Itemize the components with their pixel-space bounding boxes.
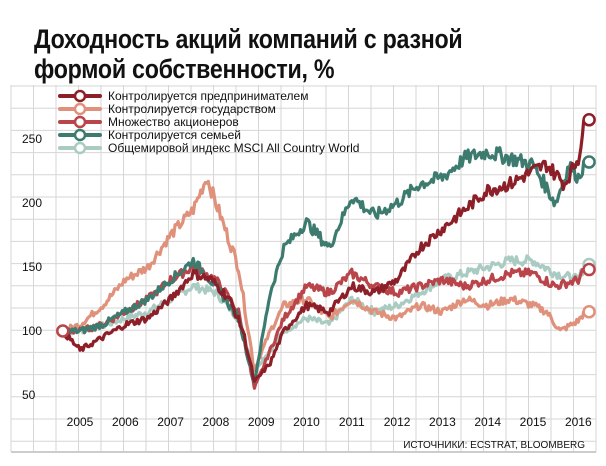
legend-marker [73,128,87,142]
series-line [61,118,587,383]
x-tick-label: 2012 [384,415,411,429]
x-tick-label: 2011 [339,415,365,429]
x-tick-label: 2009 [248,415,275,429]
series-end-marker [582,113,596,127]
y-tick-label: 200 [22,196,42,210]
legend-marker [73,141,87,155]
series-end-marker [582,305,596,319]
legend-marker [73,102,87,116]
x-tick-label: 2014 [474,415,501,429]
legend-label: Контролируется предпринимателем [108,89,308,103]
legend-label: Контролируется семьей [108,128,241,142]
chart-title: Доходность акций компаний с разной формой… [34,24,463,84]
x-tick-label: 2013 [429,415,456,429]
series-line [62,254,587,373]
series-end-marker [582,262,596,277]
series-start-marker [56,324,70,338]
x-tick-label: 2008 [203,415,230,429]
x-tick-label: 2005 [67,415,94,429]
legend-marker [73,89,87,103]
source-note: ИСТОЧНИКИ: ECSTRAT, BLOOMBERG [403,440,585,451]
legend-label: Множество акционеров [108,115,239,129]
x-tick-label: 2015 [520,415,547,429]
legend-marker [73,115,87,129]
x-tick-label: 2007 [157,415,184,429]
series-line [61,179,586,373]
x-tick-label: 2006 [112,415,139,429]
x-tick-label: 2016 [565,415,592,429]
y-tick-label: 50 [22,388,36,402]
y-tick-label: 100 [22,324,42,338]
series-end-marker [582,155,596,169]
y-tick-label: 150 [22,260,42,274]
y-tick-label: 250 [22,132,42,146]
legend-label: Общемировой индекс MSCI All Country Worl… [108,141,359,155]
series-line [61,146,586,384]
x-tick-label: 2010 [293,415,320,429]
legend-label: Контролируется государством [108,102,276,116]
series-line [61,263,587,390]
